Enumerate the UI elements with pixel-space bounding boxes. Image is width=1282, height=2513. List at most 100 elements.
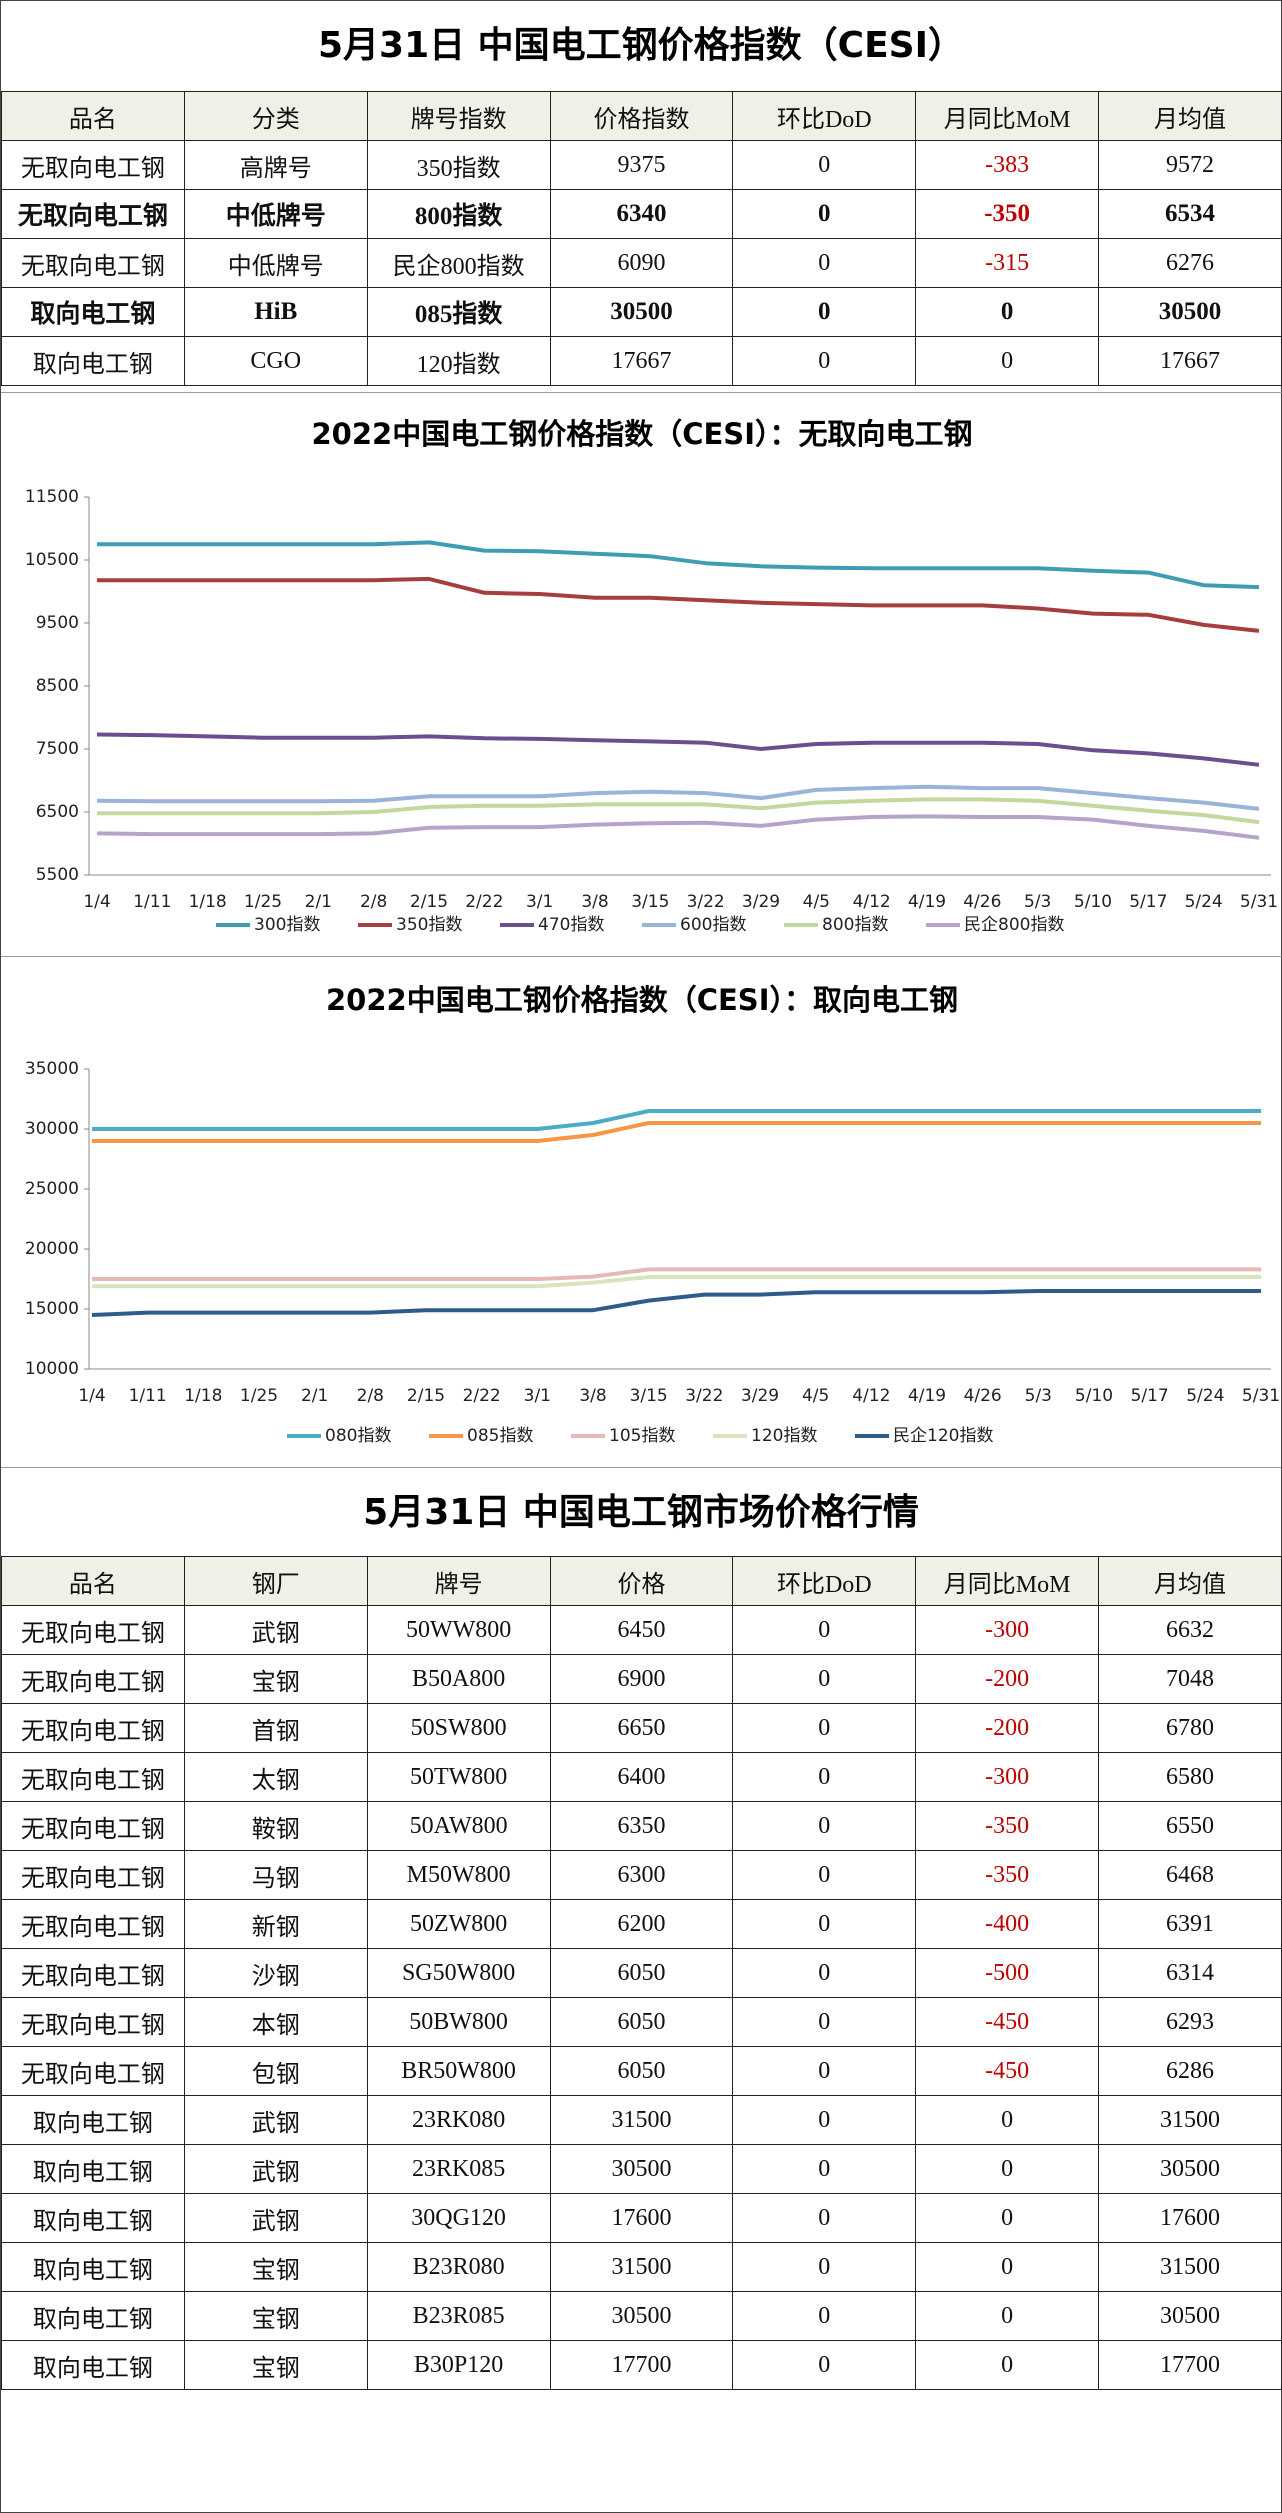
table-cell: 6550 — [1098, 1801, 1282, 1851]
table-row: 无取向电工钢 新钢 50ZW800 6200 0 -400 6391 — [1, 1899, 1282, 1949]
series-line — [92, 1275, 1261, 1289]
table-cell: 宝钢 — [183, 2291, 368, 2341]
table-cell: 17600 — [549, 2193, 734, 2243]
table-cell: 30500 — [1098, 287, 1282, 337]
table-cell: 武钢 — [183, 1605, 368, 1655]
legend-label: 民企120指数 — [893, 1426, 993, 1446]
table-cell: -315 — [915, 238, 1100, 288]
table-cell: 31500 — [549, 2095, 734, 2145]
table-row: 品名 分类 牌号指数 价格指数 环比DoD 月同比MoM 月均值 — [1, 91, 1282, 141]
series-line — [97, 797, 1260, 825]
table-cell: 6090 — [549, 238, 734, 288]
table-cell: 武钢 — [183, 2144, 368, 2194]
legend-label: 105指数 — [609, 1426, 675, 1446]
series-line — [92, 1121, 1261, 1143]
x-tick-label: 3/29 — [742, 892, 780, 912]
table-row: 无取向电工钢 武钢 50WW800 6450 0 -300 6632 — [1, 1605, 1282, 1655]
y-tick-label: 15000 — [25, 1299, 79, 1319]
table-row: 品名 钢厂 牌号 价格 环比DoD 月同比MoM 月均值 — [1, 1556, 1282, 1606]
series-line — [91, 1289, 1261, 1317]
table-cell: 17667 — [549, 336, 734, 386]
table-cell: 0 — [732, 238, 917, 288]
table-cell: B50A800 — [366, 1654, 551, 1704]
table-cell: 取向电工钢 — [1, 2242, 185, 2292]
x-tick-label: 2/8 — [360, 892, 387, 912]
table-cell: 取向电工钢 — [1, 2144, 185, 2194]
table-cell: 50SW800 — [366, 1703, 551, 1753]
x-tick-label: 5/17 — [1131, 1386, 1169, 1406]
table-cell: 30500 — [1098, 2291, 1282, 2341]
table-cell: 6200 — [549, 1899, 734, 1949]
table-cell: 0 — [732, 2340, 917, 2390]
table-cell: 钢厂 — [183, 1556, 368, 1606]
table-cell: 0 — [732, 140, 917, 190]
table-cell: 23RK080 — [366, 2095, 551, 2145]
table-cell: 武钢 — [183, 2095, 368, 2145]
table-cell: 0 — [732, 2291, 917, 2341]
table-row: 取向电工钢 宝钢 B23R085 30500 0 0 30500 — [1, 2291, 1282, 2341]
series-line — [96, 732, 1260, 767]
table-cell: 宝钢 — [183, 1654, 368, 1704]
legend-label: 080指数 — [325, 1426, 391, 1446]
table-cell: 0 — [732, 1605, 917, 1655]
table-cell: 取向电工钢 — [1, 2193, 185, 2243]
table-cell: -350 — [915, 1801, 1100, 1851]
x-tick-label: 5/31 — [1242, 1386, 1280, 1406]
table-cell: 800指数 — [366, 189, 551, 239]
x-tick-label: 4/12 — [853, 892, 891, 912]
table-cell: 50BW800 — [366, 1997, 551, 2047]
x-tick-label: 4/26 — [963, 892, 1001, 912]
table-cell: 价格 — [549, 1556, 734, 1606]
index-table: 品名 分类 牌号指数 价格指数 环比DoD 月同比MoM 月均值 无取向电工钢 高牌号 350指数… — [1, 91, 1282, 386]
x-tick-label: 5/31 — [1240, 892, 1278, 912]
legend-label: 085指数 — [467, 1426, 533, 1446]
table-row: 无取向电工钢 太钢 50TW800 6400 0 -300 6580 — [1, 1752, 1282, 1802]
x-tick-label: 3/8 — [581, 892, 608, 912]
y-tick-label: 9500 — [36, 613, 79, 633]
x-tick-label: 2/1 — [301, 1386, 328, 1406]
table-cell: 牌号指数 — [366, 91, 551, 141]
table-cell: B23R085 — [366, 2291, 551, 2341]
table-cell: B30P120 — [366, 2340, 551, 2390]
legend-label: 300指数 — [254, 915, 320, 935]
table-row: 取向电工钢 宝钢 B23R080 31500 0 0 31500 — [1, 2242, 1282, 2292]
table-cell: 17700 — [549, 2340, 734, 2390]
table-cell: 新钢 — [183, 1899, 368, 1949]
table-cell: 6314 — [1098, 1948, 1282, 1998]
x-tick-label: 3/15 — [631, 892, 669, 912]
market-table: 品名 钢厂 牌号 价格 环比DoD 月同比MoM 月均值 无取向电工钢 武钢 50WW800 645… — [1, 1556, 1282, 2390]
table-cell: -450 — [915, 2046, 1100, 2096]
table-cell: 6468 — [1098, 1850, 1282, 1900]
table-cell: 太钢 — [183, 1752, 368, 1802]
table-cell: M50W800 — [366, 1850, 551, 1900]
x-tick-label: 4/19 — [908, 1386, 946, 1406]
x-tick-label: 3/8 — [579, 1386, 606, 1406]
table-row: 无取向电工钢 包钢 BR50W800 6050 0 -450 6286 — [1, 2046, 1282, 2096]
chart-title: 2022中国电工钢价格指数（CESI）：取向电工钢 — [326, 983, 958, 1017]
table-cell: 0 — [732, 2144, 917, 2194]
table-cell: 月均值 — [1098, 1556, 1282, 1606]
table-cell: 30500 — [1098, 2144, 1282, 2194]
table-row: 无取向电工钢 中低牌号 800指数 6340 0 -350 6534 — [1, 189, 1282, 239]
table-cell: 取向电工钢 — [1, 336, 185, 386]
table-row: 无取向电工钢 宝钢 B50A800 6900 0 -200 7048 — [1, 1654, 1282, 1704]
y-tick-label: 25000 — [25, 1179, 79, 1199]
table-cell: BR50W800 — [366, 2046, 551, 2096]
table-row: 取向电工钢 CGO 120指数 17667 0 0 17667 — [1, 336, 1282, 386]
table-cell: 本钢 — [183, 1997, 368, 2047]
table-cell: 0 — [732, 1948, 917, 1998]
y-tick-label: 7500 — [36, 739, 79, 759]
table-cell: 0 — [732, 1703, 917, 1753]
table-cell: 30QG120 — [366, 2193, 551, 2243]
x-tick-label: 1/25 — [240, 1386, 278, 1406]
table-cell: 0 — [732, 2193, 917, 2243]
table-cell: 0 — [732, 1850, 917, 1900]
x-tick-label: 5/10 — [1074, 892, 1112, 912]
x-tick-label: 1/25 — [244, 892, 282, 912]
table-row: 无取向电工钢 首钢 50SW800 6650 0 -200 6780 — [1, 1703, 1282, 1753]
table-cell: 6391 — [1098, 1899, 1282, 1949]
y-tick-label: 6500 — [36, 802, 79, 822]
legend-label: 800指数 — [822, 915, 888, 935]
legend-label: 600指数 — [680, 915, 746, 935]
table-cell: 120指数 — [366, 336, 551, 386]
